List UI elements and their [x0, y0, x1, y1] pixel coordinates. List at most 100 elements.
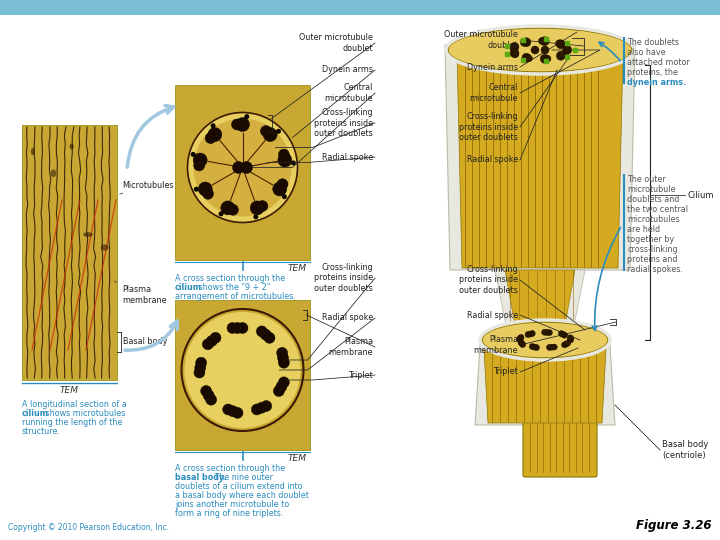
Circle shape	[263, 127, 277, 141]
Text: a basal body where each doublet: a basal body where each doublet	[175, 491, 309, 500]
Text: cross-linking: cross-linking	[627, 245, 678, 254]
Polygon shape	[445, 45, 635, 270]
Circle shape	[260, 329, 271, 340]
Text: cilium: cilium	[175, 283, 202, 292]
Text: Radial spoke: Radial spoke	[322, 314, 373, 322]
Circle shape	[264, 332, 275, 343]
Text: A longitudinal section of a: A longitudinal section of a	[22, 400, 127, 409]
Circle shape	[273, 182, 287, 196]
Text: Cross-linking
proteins inside
outer doublets: Cross-linking proteins inside outer doub…	[459, 265, 518, 295]
Circle shape	[205, 133, 216, 144]
Text: radial spokes.: radial spokes.	[627, 265, 683, 274]
Circle shape	[228, 204, 238, 215]
Ellipse shape	[83, 232, 93, 237]
Circle shape	[531, 344, 537, 350]
Text: shows microtubules: shows microtubules	[43, 409, 125, 418]
Circle shape	[228, 406, 238, 417]
Circle shape	[552, 344, 557, 350]
Text: The outer: The outer	[627, 175, 666, 184]
Text: form a ring of nine triplets.: form a ring of nine triplets.	[175, 509, 284, 518]
Ellipse shape	[31, 148, 35, 155]
FancyArrowPatch shape	[125, 321, 177, 350]
Circle shape	[564, 45, 571, 52]
Circle shape	[278, 153, 292, 167]
Circle shape	[549, 344, 555, 350]
Circle shape	[510, 49, 519, 58]
Circle shape	[194, 187, 199, 192]
Text: shows the "9 + 2": shows the "9 + 2"	[196, 283, 271, 292]
Circle shape	[527, 331, 533, 337]
Circle shape	[232, 119, 243, 130]
Circle shape	[198, 182, 212, 196]
Circle shape	[517, 335, 523, 341]
Polygon shape	[505, 270, 575, 342]
Text: Dynein arms: Dynein arms	[467, 63, 518, 71]
Circle shape	[567, 337, 574, 343]
Circle shape	[516, 336, 523, 342]
Ellipse shape	[448, 28, 632, 72]
Circle shape	[563, 341, 569, 347]
Circle shape	[222, 404, 233, 415]
Text: Basal body
(centriole): Basal body (centriole)	[662, 440, 708, 460]
Text: The nine outer: The nine outer	[212, 473, 273, 482]
Text: Cilium: Cilium	[687, 191, 714, 199]
FancyBboxPatch shape	[523, 418, 597, 477]
Circle shape	[291, 160, 296, 165]
Circle shape	[232, 322, 243, 334]
Circle shape	[556, 40, 562, 47]
Polygon shape	[475, 345, 615, 425]
Text: Plasma
membrane: Plasma membrane	[474, 335, 518, 355]
Circle shape	[274, 386, 284, 396]
Circle shape	[277, 179, 288, 190]
Circle shape	[525, 332, 531, 338]
Text: Triplet: Triplet	[348, 370, 373, 380]
Circle shape	[541, 329, 548, 335]
Circle shape	[233, 161, 245, 173]
Circle shape	[519, 341, 525, 347]
FancyArrowPatch shape	[599, 42, 620, 61]
Circle shape	[276, 347, 287, 359]
Circle shape	[518, 334, 524, 340]
Text: doublets of a cilium extend into: doublets of a cilium extend into	[175, 482, 302, 491]
Circle shape	[567, 336, 574, 342]
Text: Figure 3.26: Figure 3.26	[636, 519, 712, 532]
Bar	[0, 0, 720, 15]
Polygon shape	[484, 349, 606, 423]
Circle shape	[557, 51, 565, 60]
Circle shape	[235, 118, 250, 132]
Text: running the length of the: running the length of the	[22, 418, 122, 427]
Circle shape	[540, 37, 549, 46]
Circle shape	[559, 330, 564, 336]
Text: proteins, the: proteins, the	[627, 68, 678, 77]
Circle shape	[256, 326, 267, 337]
Circle shape	[210, 332, 221, 343]
Text: Microtubules: Microtubules	[120, 180, 174, 194]
Text: basal body.: basal body.	[175, 473, 227, 482]
Circle shape	[276, 381, 287, 392]
Text: dynein arms.: dynein arms.	[627, 78, 686, 87]
Circle shape	[562, 332, 567, 338]
Circle shape	[534, 345, 539, 350]
Ellipse shape	[482, 322, 608, 358]
Text: together by: together by	[627, 235, 674, 244]
Polygon shape	[495, 270, 585, 345]
Circle shape	[277, 352, 289, 363]
Circle shape	[563, 45, 572, 55]
Text: proteins and: proteins and	[627, 255, 678, 264]
Circle shape	[257, 200, 268, 212]
Circle shape	[227, 322, 238, 334]
Circle shape	[539, 37, 546, 44]
Text: Radial spoke: Radial spoke	[322, 152, 373, 161]
Circle shape	[219, 211, 223, 217]
Circle shape	[544, 329, 550, 335]
Circle shape	[546, 345, 552, 350]
Circle shape	[232, 407, 243, 419]
FancyArrowPatch shape	[593, 227, 621, 330]
Text: structure.: structure.	[22, 427, 61, 436]
Circle shape	[279, 149, 289, 160]
Circle shape	[529, 343, 535, 349]
Text: Triplet: Triplet	[493, 368, 518, 376]
Circle shape	[193, 153, 207, 167]
Circle shape	[279, 377, 289, 388]
Circle shape	[520, 341, 526, 348]
